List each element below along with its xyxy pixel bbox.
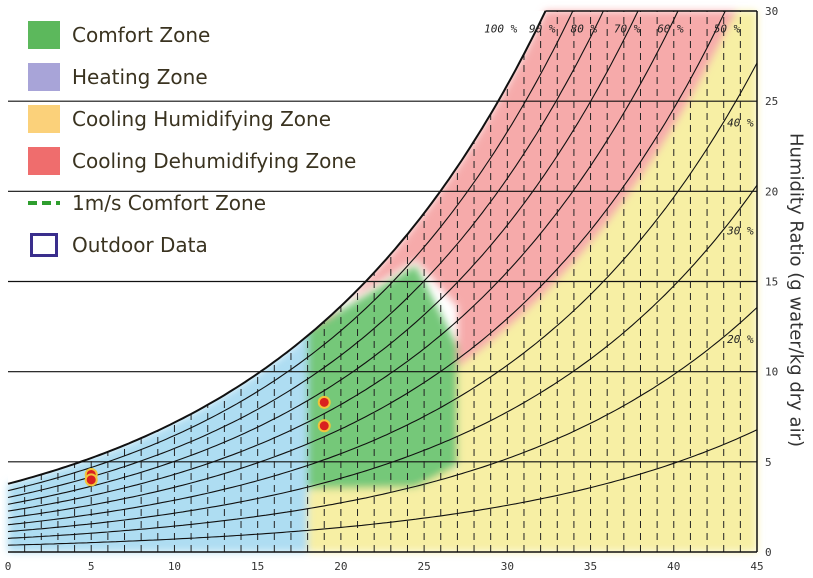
y-tick-label: 15 xyxy=(765,276,778,289)
comfort-zone-swatch xyxy=(28,21,60,49)
y-tick-label: 10 xyxy=(765,366,778,379)
y-tick-label: 25 xyxy=(765,95,778,108)
y-tick-label: 30 xyxy=(765,5,778,18)
rh-curve-label: 40 % xyxy=(727,116,754,129)
legend-item-cooling-humidifying-zone: Cooling Humidifying Zone xyxy=(28,98,373,140)
legend-item-heating-zone: Heating Zone xyxy=(28,56,373,98)
outdoor-data-point xyxy=(317,395,331,409)
outdoor-data-point xyxy=(317,419,331,433)
rh-curve-10 xyxy=(7,429,758,546)
rh-curve-30 xyxy=(7,184,758,533)
legend-item-1ms-comfort-zone: 1m/s Comfort Zone xyxy=(28,182,373,224)
x-tick-label: 5 xyxy=(88,560,95,573)
rh-curve-40 xyxy=(7,62,758,526)
y-tick-label: 20 xyxy=(765,185,778,198)
legend-label: 1m/s Comfort Zone xyxy=(72,191,267,215)
heating-zone-area xyxy=(8,249,308,552)
rh-curve-label: 60 % xyxy=(657,23,684,36)
x-tick-label: 0 xyxy=(5,560,12,573)
rh-curve-label: 80 % xyxy=(571,23,598,36)
legend: Comfort Zone Heating Zone Cooling Humidi… xyxy=(28,14,373,266)
rh-curve-50 xyxy=(7,10,726,519)
cooling-humidifying-zone-swatch xyxy=(28,105,60,133)
x-tick-label: 15 xyxy=(251,560,264,573)
rh-curve-label: 100 % xyxy=(484,23,517,36)
outdoor-data-point xyxy=(84,473,98,487)
x-tick-label: 45 xyxy=(750,560,763,573)
rh-curve-100 xyxy=(7,10,547,485)
legend-item-cooling-dehumidifying-zone: Cooling Dehumidifying Zone xyxy=(28,140,373,182)
rh-curve-label: 20 % xyxy=(727,333,754,346)
rh-curve-20 xyxy=(7,307,758,539)
cooling-dehumidifying-zone-swatch xyxy=(28,147,60,175)
rh-curve-80 xyxy=(7,10,604,499)
y-axis-label: Humidity Ratio (g water/kg dry air) xyxy=(785,132,807,448)
x-tick-label: 20 xyxy=(334,560,347,573)
cooling-dehumidifying-zone-area xyxy=(307,11,754,368)
heating-zone-swatch xyxy=(28,63,60,91)
rh-curve-70 xyxy=(7,10,639,505)
rh-curve-label: 50 % xyxy=(714,23,741,36)
y-tick-label: 0 xyxy=(765,546,772,559)
legend-label: Heating Zone xyxy=(72,65,208,89)
rh-curve-60 xyxy=(7,10,679,512)
legend-label: Cooling Dehumidifying Zone xyxy=(72,149,357,173)
legend-label: Comfort Zone xyxy=(72,23,211,47)
legend-item-outdoor-data: Outdoor Data xyxy=(28,224,373,266)
outdoor-data-layer xyxy=(84,395,331,487)
dashed-line-swatch xyxy=(28,201,60,205)
x-tick-label: 25 xyxy=(417,560,430,573)
zone-layer xyxy=(8,11,757,552)
y-tick-label: 5 xyxy=(765,456,772,469)
rh-curve-label: 30 % xyxy=(726,225,754,238)
rh-curves-layer: 100 % 90 % 80 % 70 % 60 % 50 % 40 % 30 % 20 % xyxy=(7,10,758,546)
cooling-humidifying-zone-area xyxy=(307,11,757,552)
zone-fills xyxy=(8,11,757,552)
rh-curve-label: 90 % xyxy=(529,23,556,36)
supersaturated-mask xyxy=(8,11,546,484)
x-tick-label: 10 xyxy=(168,560,181,573)
comfort-zone-area xyxy=(307,265,458,489)
legend-label: Outdoor Data xyxy=(72,233,208,257)
legend-label: Cooling Humidifying Zone xyxy=(72,107,332,131)
outdoor-data-swatch xyxy=(30,233,58,257)
rh-curve-label: 70 % xyxy=(614,23,641,36)
x-tick-label: 35 xyxy=(584,560,597,573)
rh-curve-90 xyxy=(7,10,574,492)
legend-item-comfort-zone: Comfort Zone xyxy=(28,14,373,56)
x-tick-label: 30 xyxy=(501,560,514,573)
x-tick-label: 40 xyxy=(667,560,680,573)
